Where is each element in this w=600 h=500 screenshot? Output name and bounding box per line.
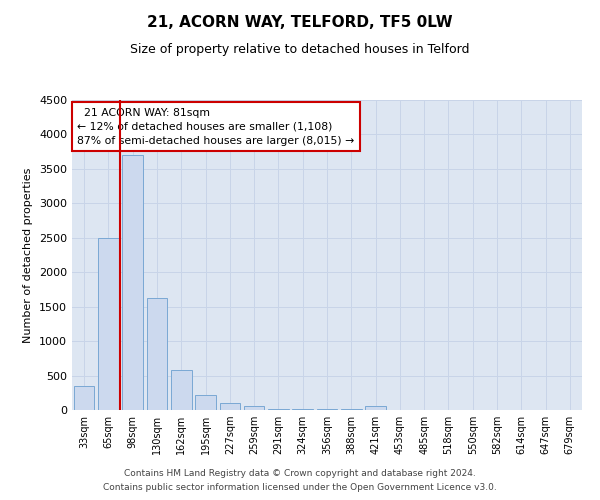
Bar xyxy=(365,406,386,410)
Bar xyxy=(244,406,265,410)
Text: Size of property relative to detached houses in Telford: Size of property relative to detached ho… xyxy=(130,42,470,56)
Bar xyxy=(146,298,167,410)
Bar xyxy=(268,408,289,410)
Bar xyxy=(195,394,216,410)
Bar xyxy=(74,386,94,410)
Bar xyxy=(171,370,191,410)
Bar xyxy=(98,238,119,410)
Text: Contains public sector information licensed under the Open Government Licence v3: Contains public sector information licen… xyxy=(103,484,497,492)
Bar xyxy=(341,408,362,410)
Y-axis label: Number of detached properties: Number of detached properties xyxy=(23,168,34,342)
Text: Contains HM Land Registry data © Crown copyright and database right 2024.: Contains HM Land Registry data © Crown c… xyxy=(124,468,476,477)
Bar xyxy=(220,403,240,410)
Bar xyxy=(122,155,143,410)
Text: 21, ACORN WAY, TELFORD, TF5 0LW: 21, ACORN WAY, TELFORD, TF5 0LW xyxy=(147,15,453,30)
Text: 21 ACORN WAY: 81sqm
← 12% of detached houses are smaller (1,108)
87% of semi-det: 21 ACORN WAY: 81sqm ← 12% of detached ho… xyxy=(77,108,355,146)
